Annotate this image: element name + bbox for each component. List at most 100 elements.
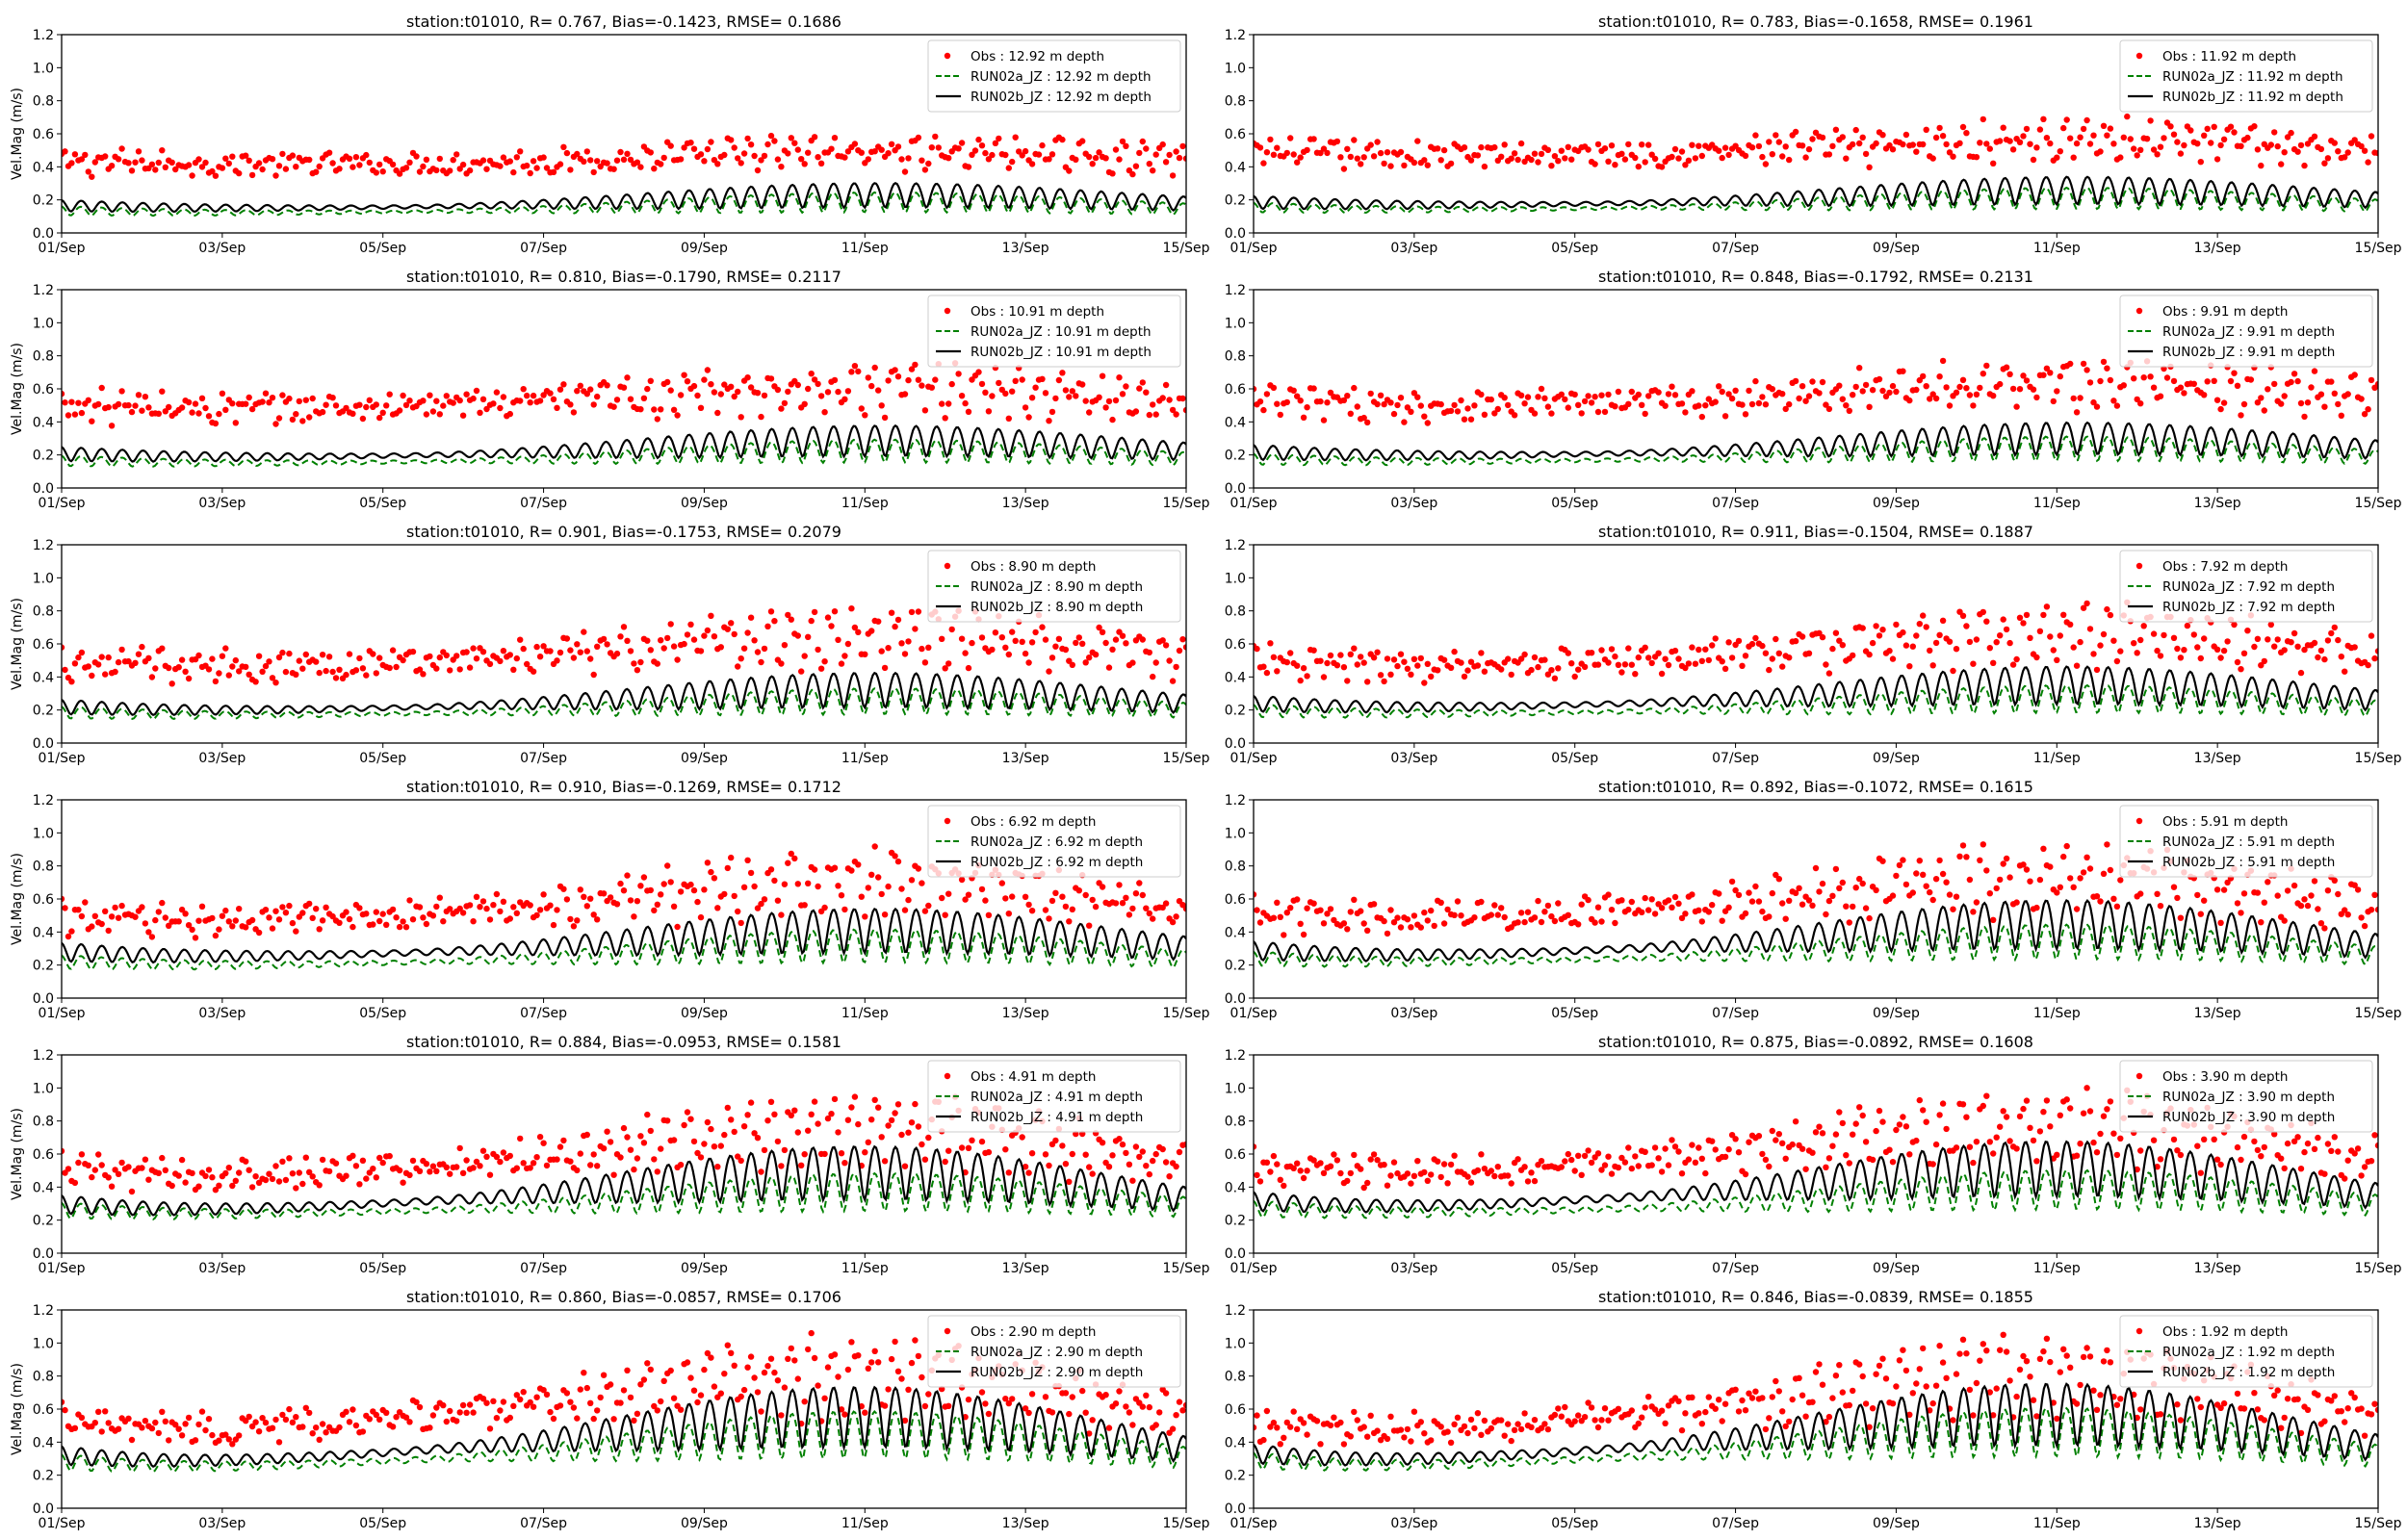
y-tick-label: 0.6 (1225, 637, 1246, 653)
obs-point (168, 1182, 175, 1190)
obs-point (771, 138, 778, 144)
obs-point (1963, 385, 1970, 392)
obs-point (1939, 133, 1947, 140)
obs-point (202, 404, 209, 412)
obs-point (1048, 408, 1056, 416)
x-tick-label: 15/Sep (1163, 496, 1210, 511)
obs-point (370, 921, 376, 928)
obs-point (2238, 910, 2244, 916)
panel-5: station:t01010, R= 0.901, Bias=-0.1753, … (10, 523, 1210, 766)
obs-point (1360, 1184, 1367, 1192)
obs-point (694, 1399, 701, 1406)
obs-point (132, 159, 139, 166)
obs-point (296, 398, 302, 405)
obs-point (145, 1176, 152, 1183)
obs-point (1809, 902, 1816, 909)
obs-point (2020, 372, 2027, 379)
obs-point (620, 887, 628, 894)
panel-6: station:t01010, R= 0.911, Bias=-0.1504, … (1225, 523, 2402, 766)
y-axis-label: Vel.Mag (m/s) (10, 853, 25, 945)
obs-point (808, 371, 815, 377)
obs-point (2301, 162, 2308, 169)
obs-point (1263, 669, 1271, 677)
obs-point (2374, 380, 2378, 388)
obs-point (844, 388, 852, 395)
obs-point (637, 1381, 644, 1388)
obs-point (1732, 1386, 1739, 1394)
obs-point (1152, 411, 1159, 418)
y-tick-label: 0.8 (1225, 860, 1246, 875)
obs-point (958, 1144, 966, 1151)
obs-point (229, 1441, 236, 1448)
obs-point (744, 1112, 751, 1118)
obs-point (1859, 880, 1866, 887)
obs-point (506, 410, 513, 418)
obs-point (209, 1174, 216, 1181)
obs-point (1428, 1171, 1435, 1178)
obs-point (637, 164, 644, 170)
obs-point (450, 399, 456, 406)
obs-point (2013, 403, 2020, 410)
obs-point (370, 651, 376, 657)
obs-point (697, 151, 705, 158)
obs-point (2220, 886, 2228, 893)
obs-point (717, 391, 724, 398)
obs-point (1850, 1131, 1856, 1138)
obs-point (2170, 377, 2178, 385)
obs-point (560, 1137, 567, 1144)
obs-point (1069, 1150, 1076, 1158)
obs-point (1748, 640, 1756, 648)
obs-point (1005, 165, 1013, 171)
obs-point (945, 155, 952, 162)
obs-point (436, 654, 443, 661)
obs-point (1478, 898, 1485, 906)
obs-point (479, 396, 487, 402)
obs-point (266, 399, 272, 406)
obs-point (1079, 1387, 1086, 1395)
legend-label-run02b: RUN02b_JZ : 11.92 m depth (2162, 90, 2343, 105)
obs-point (1839, 1119, 1847, 1127)
obs-point (1538, 385, 1545, 393)
obs-point (721, 381, 728, 388)
panel-title: station:t01010, R= 0.860, Bias=-0.0857, … (406, 1288, 841, 1306)
obs-point (275, 415, 283, 422)
y-tick-label: 0.6 (1225, 1402, 1246, 1418)
obs-point (747, 1099, 755, 1106)
obs-point (1621, 661, 1629, 668)
obs-point (912, 361, 919, 369)
obs-point (225, 160, 232, 167)
obs-point (510, 1402, 517, 1410)
obs-point (1923, 1383, 1929, 1390)
obs-point (85, 1162, 92, 1169)
obs-point (282, 1176, 290, 1184)
y-tick-label: 0.4 (1225, 670, 1246, 685)
y-tick-label: 0.2 (1225, 704, 1246, 719)
obs-point (1411, 655, 1418, 662)
obs-point (416, 1403, 424, 1411)
obs-point (2301, 413, 2308, 421)
obs-point (255, 1428, 263, 1435)
obs-point (229, 153, 236, 160)
obs-point (520, 1389, 527, 1396)
series-line-run02a (1254, 683, 2378, 719)
obs-point (1869, 1156, 1876, 1164)
obs-point (2211, 123, 2217, 130)
obs-point (2321, 655, 2328, 663)
obs-point (744, 629, 751, 636)
obs-point (243, 152, 249, 159)
y-tick-label: 0.2 (33, 704, 54, 719)
obs-point (925, 160, 932, 167)
y-tick-label: 0.4 (33, 1180, 54, 1195)
obs-point (1421, 909, 1428, 916)
obs-point (1879, 132, 1886, 139)
obs-point (1953, 1144, 1960, 1151)
x-tick-label: 13/Sep (2194, 751, 2241, 766)
obs-point (527, 1399, 533, 1406)
obs-point (1491, 902, 1498, 909)
obs-point (2036, 1128, 2044, 1135)
obs-point (2040, 1348, 2047, 1355)
obs-point (500, 1399, 507, 1405)
obs-point (393, 663, 400, 671)
obs-point (774, 156, 782, 163)
obs-point (808, 1111, 815, 1118)
